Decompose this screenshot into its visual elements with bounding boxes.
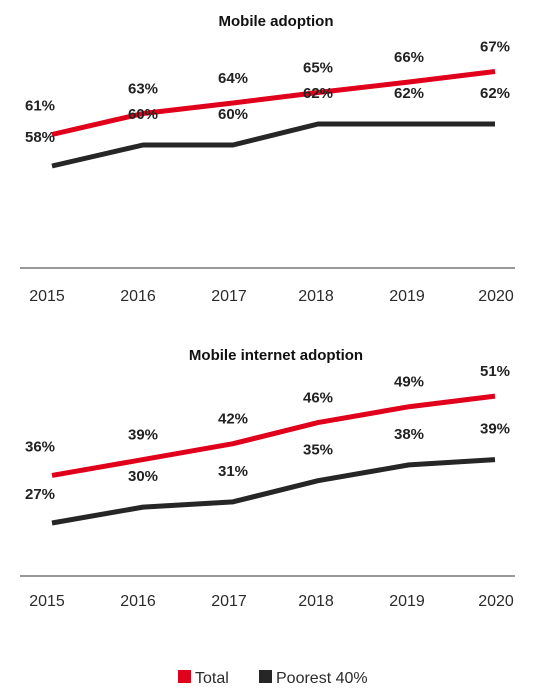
- data-label: 60%: [218, 106, 248, 123]
- data-label: 61%: [25, 98, 55, 115]
- series-layer: [51, 393, 496, 526]
- data-label: 64%: [218, 70, 248, 87]
- series-line-poorest: [51, 121, 495, 169]
- x-tick-label: 2020: [478, 593, 514, 610]
- data-label: 36%: [25, 438, 55, 455]
- x-tick-label: 2016: [120, 593, 156, 610]
- series-line-total: [51, 69, 496, 137]
- data-label: 27%: [25, 486, 55, 503]
- data-label: 66%: [394, 49, 424, 66]
- legend: Total Poorest 40%: [178, 670, 368, 687]
- data-label-layer: 61% 63% 64% 65% 66% 67% 58% 60% 60% 62% 62% 62%: [25, 39, 510, 147]
- series-layer: [51, 69, 496, 169]
- x-tick-label: 2018: [298, 593, 334, 610]
- legend-swatch-total: [178, 670, 191, 683]
- legend-swatch-poorest: [259, 670, 272, 683]
- data-label: 62%: [480, 85, 510, 102]
- data-label: 58%: [25, 129, 55, 146]
- data-label: 30%: [128, 468, 158, 485]
- x-tick-label: 2020: [478, 288, 514, 305]
- x-tick-label: 2017: [211, 288, 247, 305]
- x-tick-label: 2018: [298, 288, 334, 305]
- data-label: 62%: [303, 85, 333, 102]
- data-label: 65%: [303, 60, 333, 77]
- data-label: 60%: [128, 106, 158, 123]
- data-label-layer: 36% 39% 42% 46% 49% 51% 27% 30% 31% 35% 38% 39%: [25, 363, 510, 503]
- x-tick-label: 2016: [120, 288, 156, 305]
- x-tick-label: 2015: [29, 288, 65, 305]
- data-label: 67%: [480, 39, 510, 56]
- data-label: 46%: [303, 390, 333, 407]
- data-label: 39%: [128, 427, 158, 444]
- series-line-total: [51, 393, 496, 478]
- chart-title: Mobile internet adoption: [189, 347, 363, 364]
- x-tick-label: 2015: [29, 593, 65, 610]
- x-tick-label: 2017: [211, 593, 247, 610]
- chart-mobile-adoption: Mobile adoption 2015 2016 2017 2018 2019…: [20, 13, 515, 305]
- data-label: 62%: [394, 85, 424, 102]
- data-label: 51%: [480, 363, 510, 380]
- x-tick-label: 2019: [389, 288, 425, 305]
- legend-label-poorest: Poorest 40%: [276, 670, 368, 687]
- data-label: 63%: [128, 81, 158, 98]
- data-label: 49%: [394, 374, 424, 391]
- chart-title: Mobile adoption: [219, 13, 334, 30]
- data-label: 39%: [480, 421, 510, 438]
- series-line-poorest: [51, 457, 496, 526]
- data-label: 31%: [218, 463, 248, 480]
- x-tick-label: 2019: [389, 593, 425, 610]
- chart-mobile-internet-adoption: Mobile internet adoption 2015 2016 2017 …: [20, 347, 515, 610]
- data-label: 42%: [218, 411, 248, 428]
- legend-label-total: Total: [195, 670, 229, 687]
- data-label: 35%: [303, 442, 333, 459]
- data-label: 38%: [394, 426, 424, 443]
